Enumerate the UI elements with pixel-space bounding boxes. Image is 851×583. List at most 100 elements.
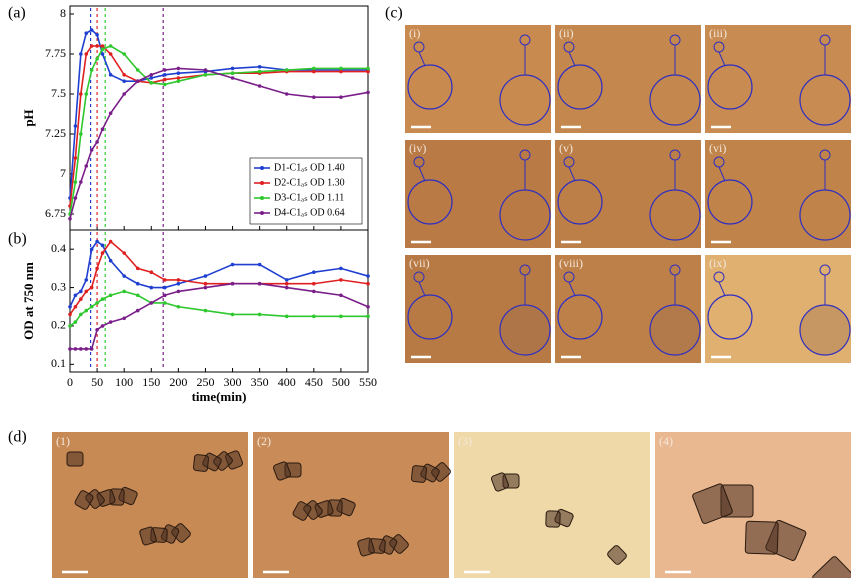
data-point [122,251,126,255]
data-point [366,66,370,71]
data-point [100,324,105,328]
x-tick-label: 400 [278,375,296,389]
y-tick-label: 0.2 [51,318,66,332]
data-point [176,289,181,294]
data-point [108,111,113,115]
panel-label: (b) [8,231,27,248]
data-point [176,304,181,309]
data-point [108,73,113,77]
y-axis-label: pH [21,109,36,126]
data-point [73,347,78,351]
data-point [68,347,72,351]
data-point [100,44,105,48]
panel-sublabel: (vi) [709,141,726,155]
roi-circle [499,304,551,356]
panel-sublabel: (iv) [409,141,426,155]
crystal [139,526,157,546]
crystal [357,537,375,557]
data-point [100,251,105,255]
roi-circle [557,179,603,225]
micrograph [555,25,701,133]
data-point [95,33,99,37]
data-point [79,52,83,56]
x-tick-label: 450 [305,375,323,389]
legend-swatch [260,181,264,185]
data-point [284,278,289,282]
data-point [230,281,235,286]
data-point [312,314,316,319]
data-point [312,69,316,74]
data-point [108,52,113,56]
roi-circle [407,294,453,340]
data-point [163,285,167,290]
data-point [89,347,94,351]
data-point [135,266,140,271]
y-tick-label: 0.4 [51,241,66,255]
data-point [176,76,181,80]
data-point [203,68,208,72]
panel-sublabel: (1) [56,434,70,448]
roi-link [418,281,426,297]
data-point [135,293,140,298]
crystal [692,483,733,524]
panel-sublabel: (2) [257,434,271,448]
x-tick-label: 200 [169,375,187,389]
panel-sublabel: (ix) [709,256,726,270]
data-point [135,308,140,313]
crystal [545,510,561,528]
roi-link [718,51,726,67]
crystal [410,465,428,483]
roi-circle [407,179,453,225]
data-point [284,92,289,96]
micrograph [555,255,701,363]
data-point [95,140,99,144]
roi-circle [557,64,603,110]
data-point [73,124,78,128]
data-point [366,281,370,286]
micrograph [405,25,551,133]
x-tick-label: 350 [251,375,269,389]
panel-sublabel: (i) [409,26,420,40]
data-point [257,69,262,74]
crystal [490,472,510,492]
data-point [95,266,99,271]
data-point [366,274,370,278]
data-point [68,312,72,317]
data-point [230,71,235,75]
data-point [84,308,89,313]
panel-sublabel: (3) [458,434,472,448]
data-point [312,270,316,275]
data-point [79,92,83,96]
micrograph [705,255,851,363]
data-point [89,304,94,309]
roi-circle [557,294,603,340]
legend-label: D4-C1ₐₛ OD 0.64 [274,207,345,218]
data-point [203,285,208,290]
data-point [163,293,167,298]
data-point [122,52,126,56]
data-point [73,156,78,160]
data-point [89,148,94,152]
data-point [149,285,154,290]
x-tick-label: 550 [359,375,377,389]
data-point [163,77,167,82]
micrograph [405,255,551,363]
data-point [122,316,126,321]
data-point [339,266,343,271]
panel-sublabel: (viii) [559,256,583,270]
x-tick-label: 250 [196,375,214,389]
data-point [257,84,262,88]
data-point [176,66,181,71]
data-point [284,281,289,286]
y-tick-label: 7.25 [45,126,66,140]
micrograph [705,25,851,133]
data-point [84,92,89,96]
data-point [89,285,94,290]
data-point [108,293,113,298]
data-point [89,44,94,48]
data-point [339,66,343,71]
series-line [69,240,369,315]
data-point [95,239,99,244]
data-point [163,82,167,87]
